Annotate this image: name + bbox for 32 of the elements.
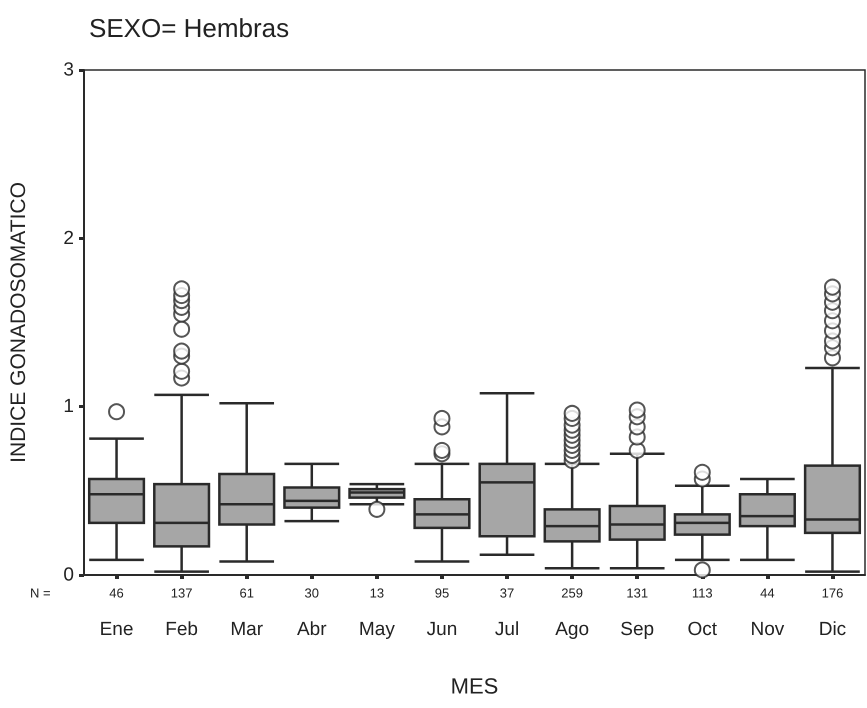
y-axis-title: INDICE GONADOSOMATICO — [7, 182, 30, 463]
x-tick-label: Nov — [750, 619, 785, 640]
x-tick-label: Dic — [818, 619, 846, 640]
text: 44 — [760, 586, 775, 600]
x-tick-label: Jun — [426, 619, 458, 640]
text: 30 — [304, 586, 320, 600]
x-tick-label: Ago — [555, 619, 590, 640]
text: 46 — [109, 586, 124, 600]
x-tick-label: Sep — [620, 619, 654, 640]
text: 13 — [370, 586, 384, 600]
x-tick-label: Oct — [688, 619, 718, 640]
x-tick-label: May — [358, 619, 396, 640]
text: 259 — [561, 586, 583, 600]
text: N = — [30, 586, 51, 600]
text: 37 — [500, 586, 514, 600]
text: 176 — [822, 586, 844, 600]
text: 95 — [434, 586, 450, 600]
y-tick-label: 3 — [63, 60, 74, 80]
chart-title: SEXO= Hembras — [89, 13, 290, 43]
x-tick-label: Feb — [165, 619, 198, 640]
y-tick-label: 2 — [63, 228, 74, 249]
x-tick-label: Abr — [297, 619, 328, 640]
text: 61 — [239, 586, 254, 600]
text: 131 — [626, 586, 648, 600]
x-tick-label: Ene — [100, 619, 134, 640]
x-tick-label: Mar — [230, 619, 264, 640]
y-tick-label: 0 — [63, 564, 74, 586]
text: 113 — [692, 586, 713, 600]
x-tick-label: Jul — [494, 619, 520, 640]
x-axis-title: MES — [450, 674, 498, 698]
text: 137 — [170, 586, 192, 600]
y-tick-label: 1 — [63, 396, 74, 418]
